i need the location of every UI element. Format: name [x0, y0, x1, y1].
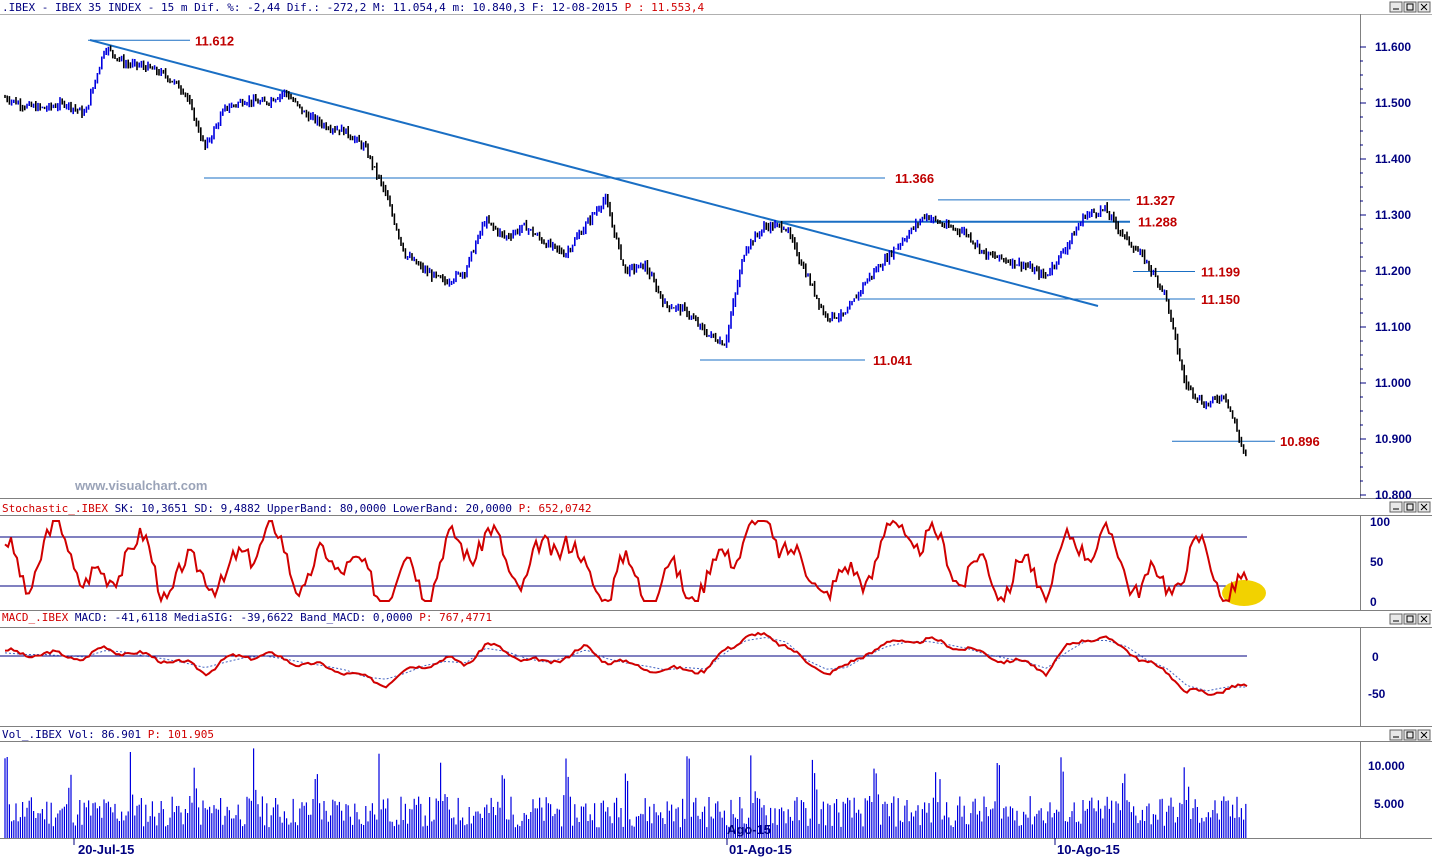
price-panel-header: .IBEX - IBEX 35 INDEX - 15 m Dif. %: -2,…	[0, 1, 1432, 15]
stochastic-sk: 10,3651	[141, 502, 187, 515]
level-label: 11.612	[195, 33, 234, 48]
stochastic-title: Stochastic_.IBEX	[2, 502, 108, 515]
panel-restore-button[interactable]	[1403, 501, 1417, 513]
volume-header: Vol_.IBEX Vol: 86.901 P: 101.905	[2, 728, 214, 741]
macd-signal: -39,6622	[240, 611, 293, 624]
level-label: 11.199	[1201, 265, 1240, 280]
stochastic-lower: 20,0000	[466, 502, 512, 515]
price-axis-label: 10.900	[1375, 432, 1412, 446]
panel-minimize-button[interactable]	[1389, 1, 1403, 13]
header-timeframe: 15 m	[161, 1, 188, 14]
level-label: 11.288	[1138, 215, 1177, 230]
stochastic-panel: Stochastic_.IBEX SK: 10,3651 SD: 9,4882 …	[0, 502, 1390, 609]
macd-value: -41,6118	[115, 611, 168, 624]
macd-signal-line	[4, 637, 1247, 692]
price-bars	[4, 45, 1247, 457]
x-axis: 20-Jul-15 01-Ago-15 10-Ago-15	[73, 838, 1120, 857]
stochastic-axis-100: 100	[1370, 515, 1390, 529]
panel-close-button[interactable]	[1417, 1, 1431, 13]
header-max: 11.054,4	[393, 1, 446, 14]
volume-p: 101.905	[168, 728, 214, 741]
panel-minimize-button[interactable]	[1389, 613, 1403, 625]
stochastic-axis-50: 50	[1370, 555, 1384, 569]
level-label: 11.041	[873, 353, 912, 368]
header-name: IBEX 35 INDEX	[55, 1, 141, 14]
macd-panel: MACD_.IBEX MACD: -41,6118 MediaSIG: -39,…	[0, 611, 1386, 701]
level-lines: 11.612 11.366 11.327 11.288 11.199 11.150 11.0…	[88, 33, 1320, 449]
volume-axis-5000: 5.000	[1374, 797, 1404, 811]
price-axis-label: 11.300	[1375, 208, 1411, 222]
header-dif: -272,2	[327, 1, 367, 14]
header-dif-pct: -2,44	[247, 1, 280, 14]
level-label: 10.896	[1280, 434, 1320, 449]
header-text: .IBEX - IBEX 35 INDEX - 15 m Dif. %: -2,…	[2, 1, 705, 14]
volume-axis-10000: 10.000	[1368, 759, 1405, 773]
panel-restore-button[interactable]	[1403, 613, 1417, 625]
x-tick-label: 10-Ago-15	[1057, 842, 1120, 857]
volume-panel-date: Ago-15	[727, 822, 771, 837]
macd-p: 767,4771	[439, 611, 492, 624]
header-min: 10.840,3	[472, 1, 525, 14]
level-label: 11.150	[1201, 292, 1240, 307]
price-axis-label: 11.400	[1375, 152, 1411, 166]
panel-minimize-button[interactable]	[1389, 729, 1403, 741]
header-symbol: .IBEX	[2, 1, 35, 14]
macd-band: 0,0000	[373, 611, 413, 624]
price-axis: 11.600 11.500 11.400 11.300 11.200 11.100 11.0…	[1360, 40, 1412, 502]
stochastic-p: 652,0742	[539, 502, 592, 515]
price-axis-label: 11.600	[1375, 40, 1411, 54]
panel-close-button[interactable]	[1417, 613, 1431, 625]
macd-header: MACD_.IBEX MACD: -41,6118 MediaSIG: -39,…	[2, 611, 492, 624]
watermark-text: www.visualchart.com	[74, 478, 207, 493]
volume-title: Vol_.IBEX	[2, 728, 62, 741]
price-axis-label: 10.800	[1375, 488, 1412, 502]
stochastic-header: Stochastic_.IBEX SK: 10,3651 SD: 9,4882 …	[2, 502, 592, 515]
x-tick-label: 20-Jul-15	[78, 842, 134, 857]
stochastic-line	[4, 519, 1248, 604]
header-price: 11.553,4	[651, 1, 704, 14]
price-axis-label: 11.200	[1375, 264, 1411, 278]
price-axis-label: 11.000	[1375, 376, 1411, 390]
macd-axis-0: 0	[1372, 650, 1379, 664]
panel-restore-button[interactable]	[1403, 729, 1417, 741]
macd-title: MACD_.IBEX	[2, 611, 69, 624]
volume-panel: Vol_.IBEX Vol: 86.901 P: 101.905 10.000 …	[2, 728, 1405, 838]
stochastic-axis-0: 0	[1370, 595, 1377, 609]
downtrend-line	[89, 39, 1099, 307]
panel-restore-button[interactable]	[1403, 1, 1417, 13]
level-label: 11.366	[895, 171, 934, 186]
price-axis-label: 11.500	[1375, 96, 1411, 110]
stochastic-sd: 9,4882	[221, 502, 261, 515]
highlight-circle	[1222, 580, 1266, 606]
stochastic-upper: 80,0000	[340, 502, 386, 515]
panel-close-button[interactable]	[1417, 501, 1431, 513]
macd-axis-neg50: -50	[1368, 687, 1386, 701]
header-date: 12-08-2015	[552, 1, 618, 14]
level-label: 11.327	[1136, 193, 1175, 208]
panel-minimize-button[interactable]	[1389, 501, 1403, 513]
volume-bars	[4, 748, 1247, 838]
price-axis-label: 11.100	[1375, 320, 1411, 334]
x-tick-label: 01-Ago-15	[729, 842, 792, 857]
panel-dividers	[0, 14, 1432, 839]
panel-close-button[interactable]	[1417, 729, 1431, 741]
volume-value: 86.901	[101, 728, 141, 741]
macd-line	[4, 631, 1248, 696]
